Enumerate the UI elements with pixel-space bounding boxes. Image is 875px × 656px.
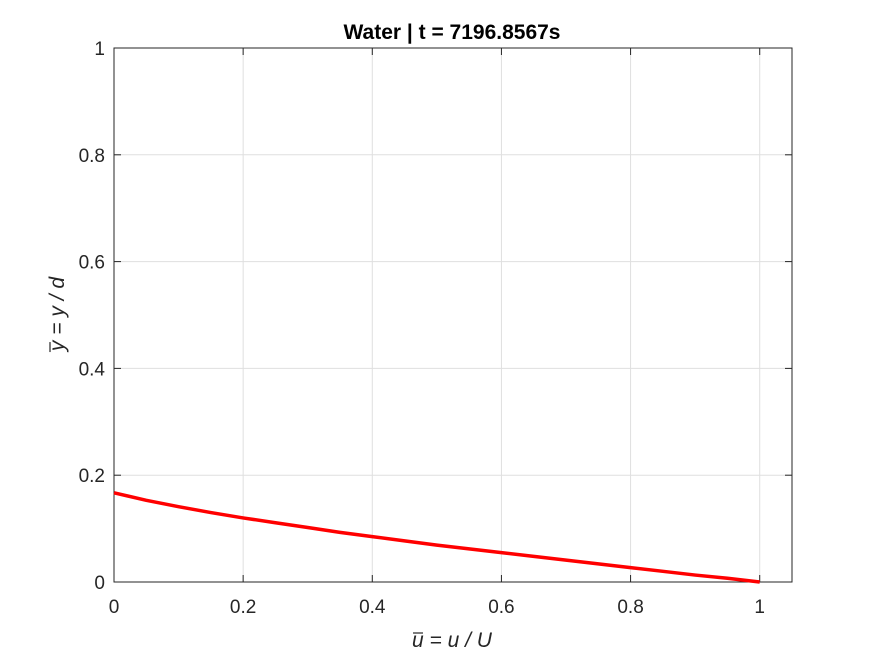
x-tick-label: 0.8 <box>617 597 643 618</box>
chart-title: Water | t = 7196.8567s <box>344 21 561 44</box>
x-tick-label: 0 <box>109 597 120 618</box>
y-axis-label: y = y / d <box>46 276 69 353</box>
x-axis-label: u = u / U <box>412 629 493 652</box>
y-tick-label: 0.8 <box>79 146 105 167</box>
y-tick-label: 0.6 <box>79 253 105 274</box>
series-line <box>113 491 760 584</box>
tick-labels: 0 0.2 0.4 0.6 0.8 1 0 0.2 0.4 0.6 0.8 1 <box>79 39 765 618</box>
y-tick-label: 0.2 <box>79 466 105 487</box>
series-layer <box>113 491 760 584</box>
plot-area-frame <box>113 47 793 583</box>
x-tick-label: 0.2 <box>230 597 256 618</box>
axes <box>113 47 793 583</box>
x-tick-label: 1 <box>754 597 765 618</box>
x-tick-label: 0.6 <box>488 597 514 618</box>
y-tick-label: 0 <box>94 573 105 594</box>
x-tick-label: 0.4 <box>359 597 386 618</box>
y-tick-label: 1 <box>94 39 105 60</box>
y-tick-label: 0.4 <box>79 359 106 380</box>
